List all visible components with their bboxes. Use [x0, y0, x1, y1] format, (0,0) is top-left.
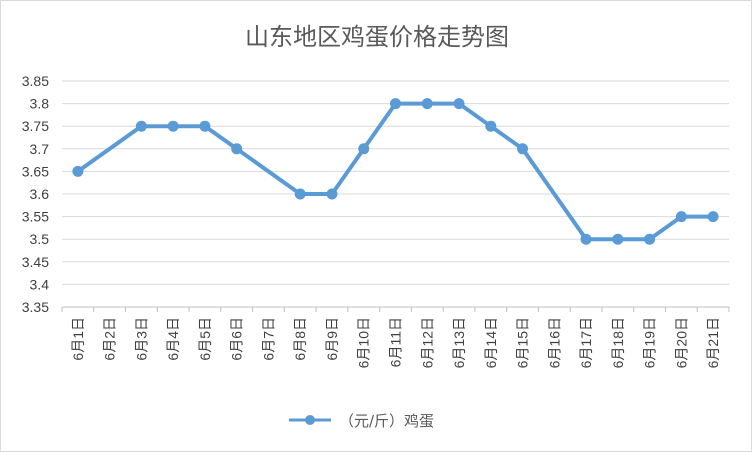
y-tick-label: 3.4	[30, 276, 50, 292]
data-point	[199, 120, 211, 132]
x-tick-label: 6月11日	[388, 317, 404, 367]
data-point	[135, 120, 147, 132]
y-tick-label: 3.85	[22, 73, 49, 89]
y-tick-label: 3.45	[22, 254, 49, 270]
data-point	[358, 143, 370, 155]
x-tick-label: 6月12日	[419, 317, 435, 368]
x-tick-label: 6月15日	[515, 317, 531, 368]
data-point	[231, 143, 243, 155]
data-point	[517, 143, 529, 155]
legend: （元/斤）鸡蛋	[289, 412, 434, 430]
legend-label: （元/斤）鸡蛋	[339, 412, 434, 430]
x-tick-label: 6月14日	[483, 317, 499, 368]
y-tick-label: 3.7	[30, 141, 50, 157]
data-point	[294, 188, 306, 200]
x-tick-label: 6月18日	[610, 317, 626, 368]
data-point	[326, 188, 338, 200]
data-point	[167, 120, 179, 132]
y-tick-label: 3.35	[22, 299, 49, 315]
data-point	[421, 98, 433, 110]
data-point	[675, 211, 687, 223]
data-point	[485, 120, 497, 132]
y-axis-tick-labels: 3.35 3.4 3.45 3.5 3.55 3.6 3.65 3.7 3.75 3.8 3.85	[22, 73, 49, 315]
x-tick-label: 6月19日	[642, 317, 658, 368]
series-layer	[72, 98, 719, 245]
data-point	[390, 98, 401, 110]
y-tick-label: 3.55	[22, 209, 49, 225]
y-tick-label: 3.6	[30, 186, 50, 202]
x-axis-tick-labels: 6月1日 6月2日 6月3日 6月4日 6月5日 6月6日 6月7日 6月8日 6月9日 6月10…	[70, 317, 721, 368]
y-tick-label: 3.8	[30, 96, 50, 112]
x-tick-label: 6月3日	[133, 317, 149, 361]
y-tick-label: 3.75	[22, 118, 49, 134]
x-tick-label: 6月7日	[260, 317, 276, 361]
data-point	[453, 98, 465, 110]
x-tick-label: 6月21日	[705, 317, 721, 368]
chart-title: 山东地区鸡蛋价格走势图	[245, 23, 509, 51]
y-tick-label: 3.5	[30, 231, 50, 247]
y-tick-label: 3.65	[22, 163, 49, 179]
data-point	[612, 233, 624, 245]
data-point	[580, 233, 592, 245]
gridlines	[61, 80, 730, 312]
data-point	[644, 233, 656, 245]
data-point	[72, 165, 84, 177]
x-tick-label: 6月10日	[356, 317, 372, 368]
x-tick-label: 6月4日	[165, 317, 181, 361]
x-tick-label: 6月2日	[102, 317, 118, 361]
data-point	[707, 211, 719, 223]
x-tick-label: 6月13日	[451, 317, 467, 368]
x-tick-label: 6月1日	[70, 317, 86, 361]
x-tick-label: 6月8日	[292, 317, 308, 361]
legend-marker-swatch	[305, 415, 315, 425]
x-tick-label: 6月5日	[197, 317, 213, 361]
x-tick-label: 6月17日	[578, 317, 594, 368]
x-tick-label: 6月6日	[229, 317, 245, 361]
x-tick-label: 6月16日	[546, 317, 562, 368]
x-tick-label: 6月20日	[673, 317, 689, 368]
x-tick-label: 6月9日	[324, 317, 340, 361]
